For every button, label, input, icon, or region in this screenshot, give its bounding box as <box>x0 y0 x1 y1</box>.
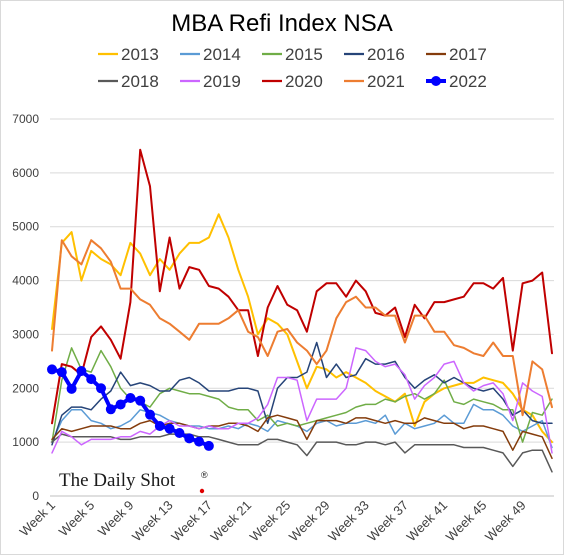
gridlines <box>50 118 554 497</box>
legend-label-2017: 2017 <box>449 45 487 64</box>
series-point-2022 <box>184 433 195 444</box>
series-line-2016 <box>51 341 553 446</box>
series-line-2021 <box>51 239 553 417</box>
watermark-text: The Daily Shot <box>59 470 176 491</box>
series-point-2022 <box>76 366 87 377</box>
daily-shot-logo: The Daily Shot ® <box>59 470 208 494</box>
series-point-2022 <box>145 409 156 420</box>
legend: 2013 2014 2015 2016 2017 2018 2019 2020 2021 2022 <box>98 45 487 91</box>
legend-label-2016: 2016 <box>367 45 405 64</box>
y-tick-label: 5000 <box>12 220 39 234</box>
series-point-2022 <box>194 436 205 447</box>
legend-label-2013: 2013 <box>121 45 159 64</box>
logo-red-dot <box>199 488 205 494</box>
y-tick-label: 2000 <box>12 381 39 395</box>
legend-label-2019: 2019 <box>203 72 241 91</box>
series-line-2018 <box>51 433 553 473</box>
series-point-2022 <box>66 383 77 394</box>
legend-label-2021: 2021 <box>367 72 405 91</box>
y-tick-label: 6000 <box>12 166 39 180</box>
series-point-2022 <box>154 420 165 431</box>
series-line-2017 <box>51 414 553 460</box>
series-line-2020 <box>51 148 553 425</box>
legend-label-2018: 2018 <box>121 72 159 91</box>
x-tick-label: Week 41 <box>404 498 451 545</box>
series-line-2013 <box>51 213 553 444</box>
x-tick-label: Week 1 <box>17 498 59 540</box>
x-tick-label: Week 25 <box>247 498 294 545</box>
series-point-2022 <box>105 404 116 415</box>
x-tick-label: Week 21 <box>207 498 254 545</box>
series-point-2022 <box>203 440 214 451</box>
series-point-2022 <box>86 374 97 385</box>
series-point-2022 <box>125 392 136 403</box>
series-point-2022 <box>47 364 57 375</box>
series-point-2022 <box>164 423 175 434</box>
series-point-2022 <box>115 399 126 410</box>
series-point-2022 <box>174 427 185 438</box>
series-line-2019 <box>51 347 553 454</box>
legend-label-2020: 2020 <box>285 72 323 91</box>
y-tick-label: 4000 <box>12 274 39 288</box>
chart-title: MBA Refi Index NSA <box>171 10 392 37</box>
y-tick-label: 0 <box>32 489 39 503</box>
legend-label-2022: 2022 <box>449 72 487 91</box>
x-tick-label: Week 45 <box>443 498 490 545</box>
legend-label-2014: 2014 <box>203 45 241 64</box>
y-tick-label: 7000 <box>12 112 39 126</box>
y-tick-label: 3000 <box>12 327 39 341</box>
watermark-registered-mark: ® <box>201 470 208 480</box>
series-point-2022 <box>56 367 67 378</box>
legend-label-2015: 2015 <box>285 45 323 64</box>
y-tick-label: 1000 <box>12 435 39 449</box>
series-point-2022 <box>135 395 146 406</box>
legend-marker-2022 <box>431 76 441 86</box>
x-tick-label: Week 17 <box>168 498 215 545</box>
series-lines <box>47 148 553 473</box>
series-point-2022 <box>96 383 107 394</box>
x-tick-label: Week 49 <box>482 498 529 545</box>
x-tick-label: Week 13 <box>129 498 176 545</box>
x-tick-label: Week 33 <box>325 498 372 545</box>
x-tick-label: Week 37 <box>364 498 411 545</box>
x-tick-label: Week 5 <box>56 498 98 540</box>
x-tick-label: Week 29 <box>286 498 333 545</box>
y-axis: 0 1000 2000 3000 4000 5000 6000 7000 <box>12 112 39 503</box>
